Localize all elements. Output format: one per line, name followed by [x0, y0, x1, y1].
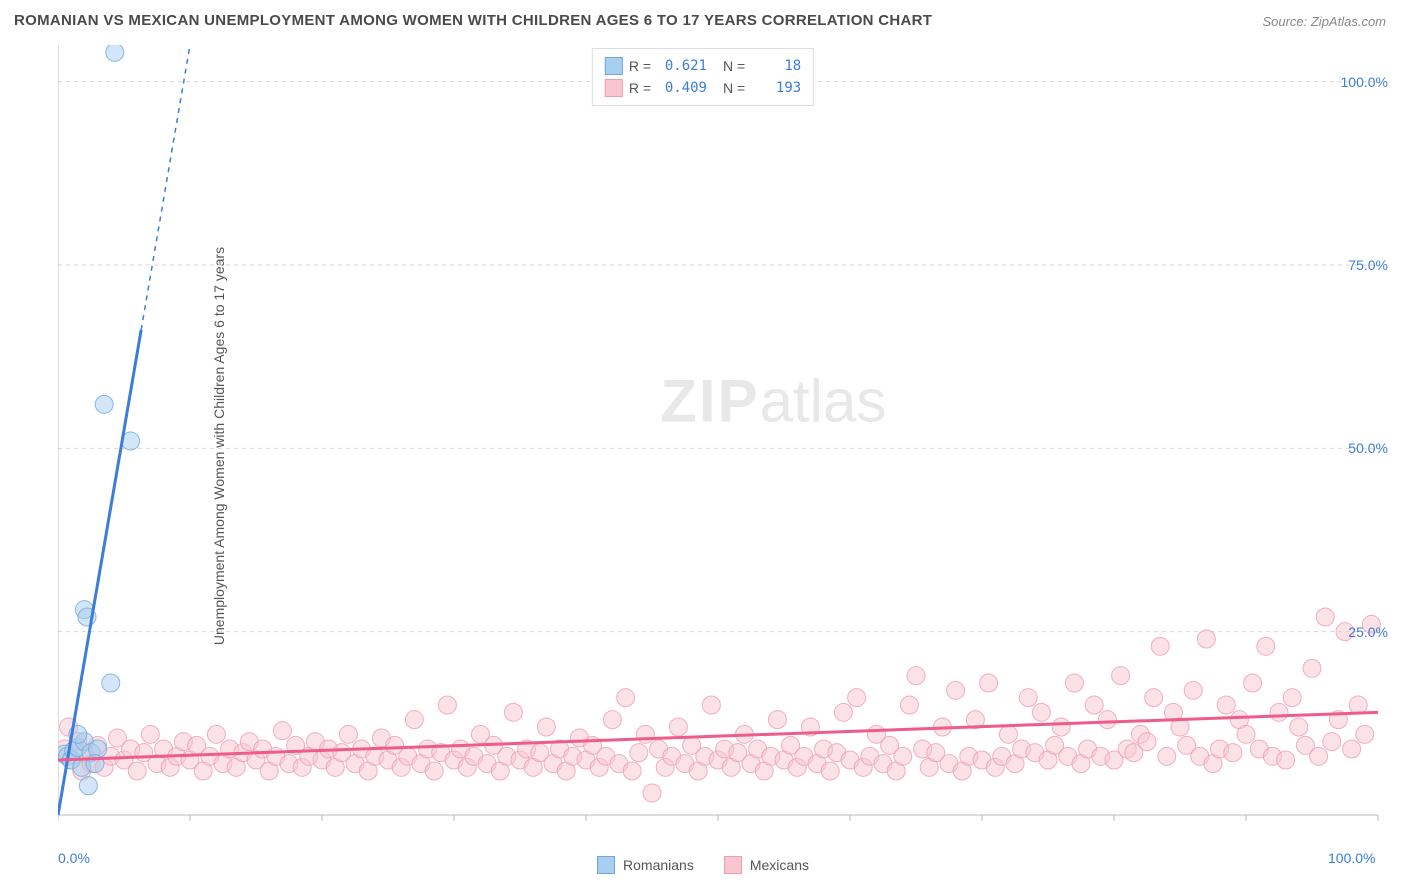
legend-swatch-icon [724, 856, 742, 874]
n-label: N = [723, 80, 745, 96]
y-tick-label: 50.0% [1348, 440, 1388, 456]
legend-label-mexicans: Mexicans [750, 857, 809, 873]
y-tick-label: 25.0% [1348, 624, 1388, 640]
legend-swatch-icon [597, 856, 615, 874]
r-label: R = [629, 80, 651, 96]
legend-label-romanians: Romanians [623, 857, 694, 873]
legend-swatch-mexicans [605, 79, 623, 97]
legend-row-mexicans: R = 0.409 N = 193 [605, 77, 801, 99]
r-value-romanians: 0.621 [657, 58, 707, 74]
source-attribution: Source: ZipAtlas.com [1262, 14, 1386, 29]
legend-row-romanians: R = 0.621 N = 18 [605, 55, 801, 77]
n-label: N = [723, 58, 745, 74]
r-value-mexicans: 0.409 [657, 80, 707, 96]
legend-swatch-romanians [605, 57, 623, 75]
y-tick-label: 75.0% [1348, 257, 1388, 273]
y-tick-label: 100.0% [1341, 74, 1388, 90]
x-tick-label: 100.0% [1328, 850, 1375, 866]
chart-title: ROMANIAN VS MEXICAN UNEMPLOYMENT AMONG W… [14, 12, 932, 29]
scatter-plot [58, 45, 1388, 835]
legend-item-romanians: Romanians [597, 856, 694, 874]
r-label: R = [629, 58, 651, 74]
n-value-romanians: 18 [751, 58, 801, 74]
x-tick-label: 0.0% [58, 850, 90, 866]
legend-item-mexicans: Mexicans [724, 856, 809, 874]
series-legend: Romanians Mexicans [597, 856, 809, 874]
n-value-mexicans: 193 [751, 80, 801, 96]
correlation-legend: R = 0.621 N = 18 R = 0.409 N = 193 [592, 48, 814, 106]
